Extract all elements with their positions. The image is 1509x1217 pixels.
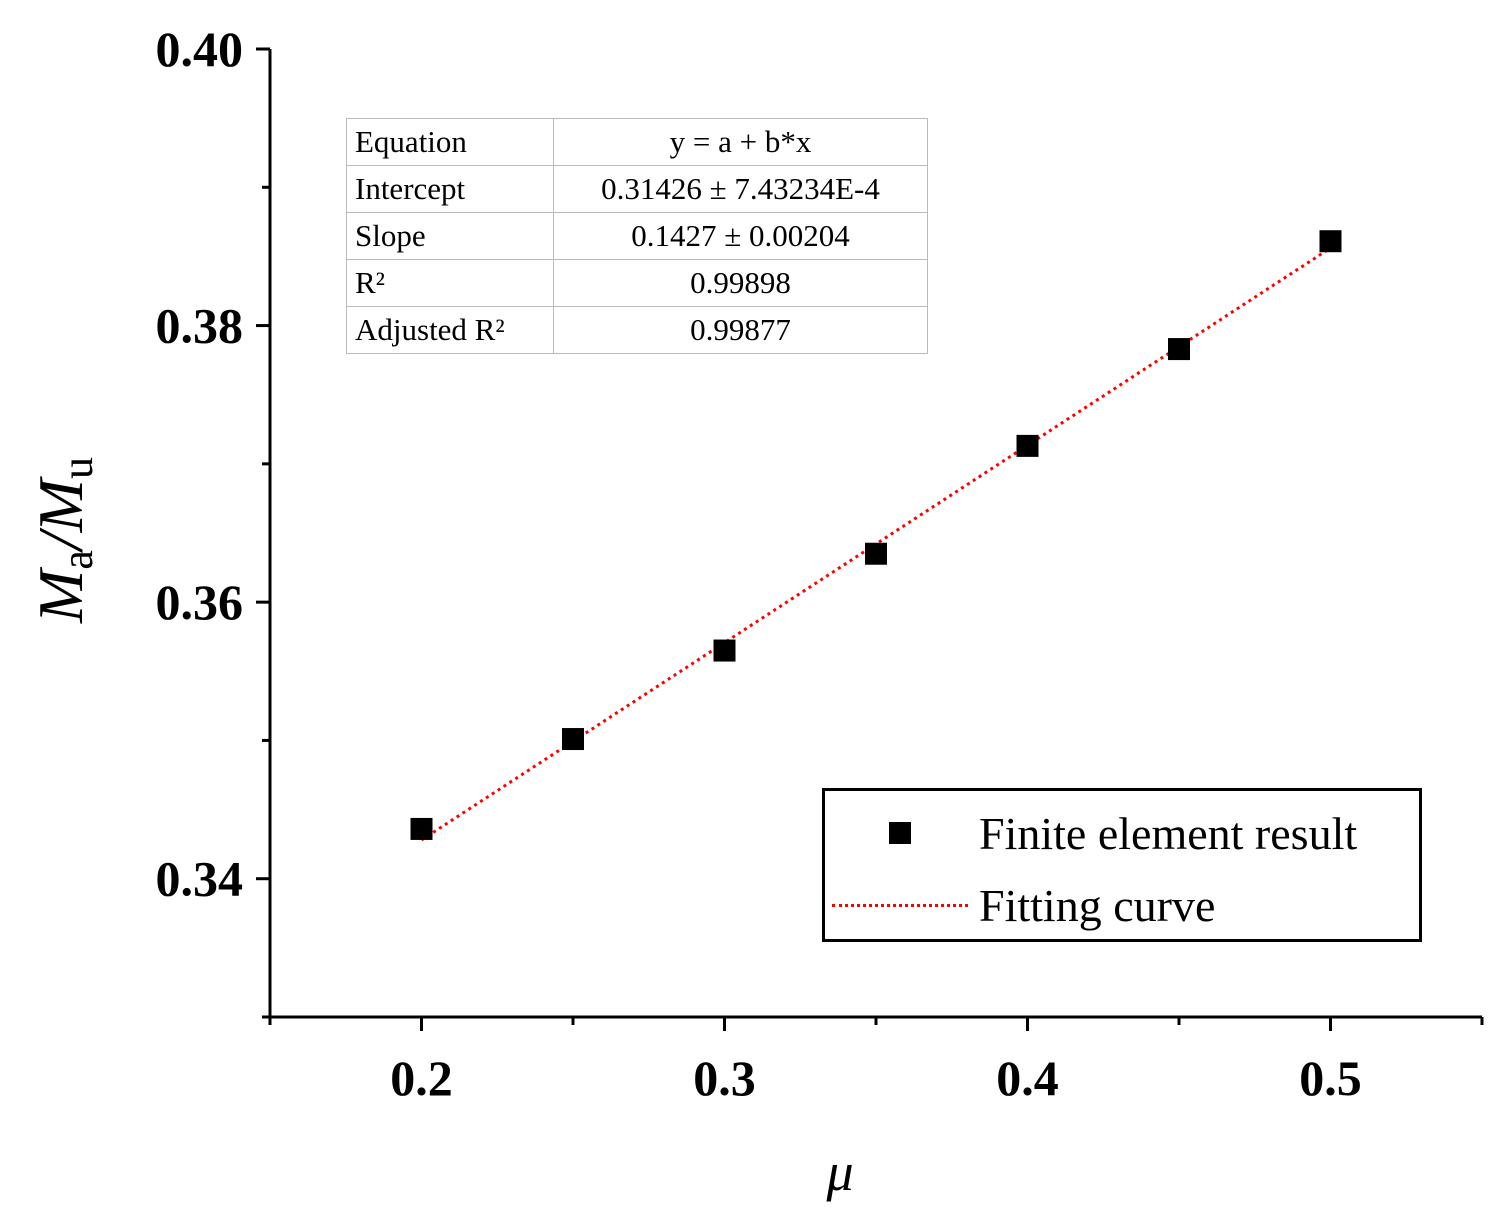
fit-table-label: R² [346, 259, 554, 307]
y-tick-label: 0.36 [156, 574, 244, 630]
fit-table-row: Slope 0.1427 ± 0.00204 [346, 212, 928, 260]
data-point [1168, 338, 1190, 361]
y-axis-title-sub-1: a [53, 550, 102, 570]
fit-table-label: Slope [346, 212, 554, 260]
y-tick-label: 0.40 [156, 21, 244, 77]
x-tick-label: 0.2 [390, 1050, 453, 1106]
fit-table-row: Equation y = a + b*x [346, 118, 928, 166]
legend-label-finite-element: Finite element result [979, 807, 1358, 859]
data-point [1319, 230, 1342, 253]
fit-table-value: 0.31426 ± 7.43234E-4 [553, 165, 928, 213]
y-axis-title-main-2: M [25, 475, 96, 533]
fit-table-row: Intercept 0.31426 ± 7.43234E-4 [346, 165, 928, 213]
y-axis-title: Ma/Mu [25, 457, 102, 624]
fit-table-label: Adjusted R² [346, 306, 554, 354]
x-axis-title: μ [825, 1142, 853, 1202]
x-tick-label: 0.5 [1299, 1050, 1362, 1106]
tick-labels: 0.2 0.3 0.4 0.5 0.34 0.36 0.38 0.40 [156, 21, 1362, 1106]
fit-table-value: y = a + b*x [553, 118, 928, 166]
fit-statistics-table: Equation y = a + b*x Intercept 0.31426 ± 7.… [346, 118, 928, 354]
y-axis-title-sub-2: u [53, 457, 102, 479]
fit-table-label: Intercept [346, 165, 554, 213]
y-tick-label: 0.38 [156, 298, 244, 354]
data-point [713, 639, 736, 662]
scatter-points [410, 230, 1342, 840]
fit-table-row: Adjusted R² 0.99877 [346, 306, 928, 354]
fit-table-value: 0.1427 ± 0.00204 [553, 212, 928, 260]
data-point [410, 817, 433, 840]
data-point [865, 542, 887, 565]
fit-table-label: Equation [346, 118, 554, 166]
y-tick-label: 0.34 [156, 851, 244, 907]
data-point [562, 728, 584, 751]
data-point [1016, 434, 1039, 457]
x-tick-label: 0.3 [693, 1050, 756, 1106]
x-tick-label: 0.4 [996, 1050, 1059, 1106]
fit-table-value: 0.99898 [553, 259, 928, 307]
y-axis-title-main-1: M [25, 566, 96, 624]
fit-table-row: R² 0.99898 [346, 259, 928, 307]
fit-table-value: 0.99877 [553, 306, 928, 354]
axes [256, 47, 1484, 1031]
legend-item-fitting-curve: Fitting curve [825, 875, 1215, 935]
legend-dotted-line-marker [832, 903, 968, 907]
legend-square-marker [889, 822, 911, 844]
legend-item-finite-element: Finite element result [825, 803, 1357, 863]
legend-label-fitting-curve: Fitting curve [979, 879, 1216, 931]
legend: Finite element result Fitting curve [822, 788, 1422, 942]
